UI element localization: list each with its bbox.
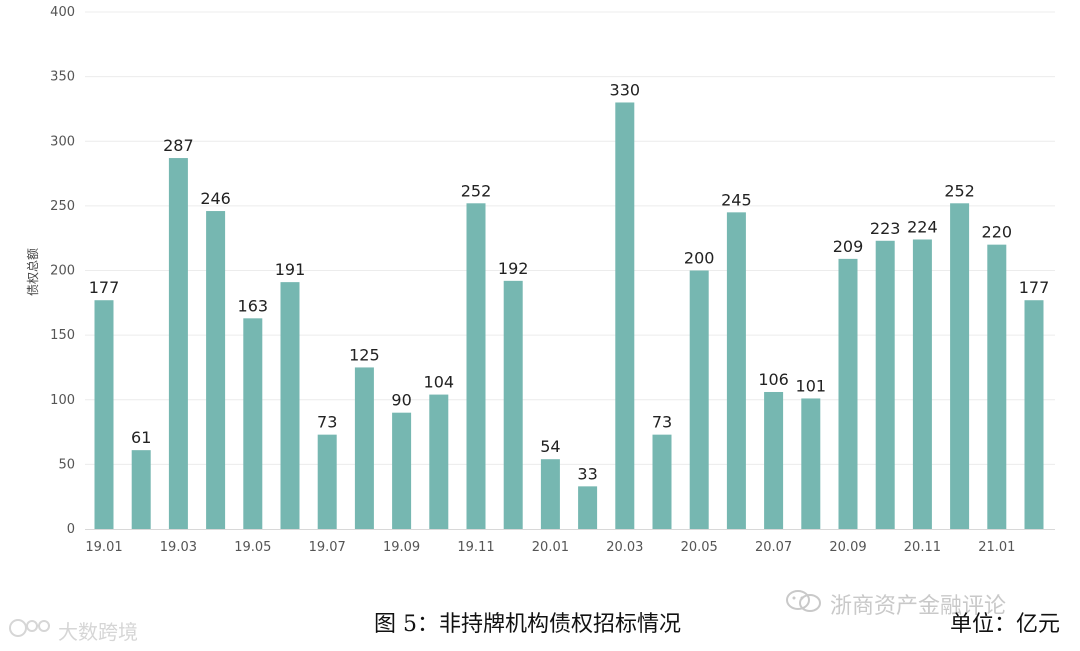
bar (689, 270, 709, 529)
x-tick-label: 19.03 (160, 540, 197, 555)
y-tick-label: 400 (50, 5, 75, 20)
bar (801, 398, 821, 529)
x-tick-label: 19.09 (383, 540, 420, 555)
y-axis-ticks: 0 50 100 150 200 250 300 350 400 (50, 5, 75, 537)
x-tick-label: 19.05 (234, 540, 271, 555)
bar (578, 486, 598, 529)
x-tick-label: 19.11 (457, 540, 494, 555)
bars (94, 102, 1044, 530)
data-label: 177 (1019, 278, 1050, 297)
data-label: 61 (131, 428, 151, 447)
figure-caption: 图 5：非持牌机构债权招标情况 (374, 612, 681, 637)
data-label: 252 (944, 181, 975, 200)
y-axis-label: 债权总额 (26, 248, 40, 296)
bar (131, 450, 151, 529)
logo-icon (8, 616, 52, 645)
data-label: 200 (684, 249, 715, 268)
bar (912, 239, 932, 530)
data-label: 246 (200, 189, 231, 208)
bar (652, 434, 672, 529)
data-label: 192 (498, 259, 529, 278)
bar (503, 280, 523, 529)
bar (838, 258, 858, 529)
x-tick-label: 20.01 (532, 540, 569, 555)
data-label: 104 (424, 373, 455, 392)
bar (392, 412, 412, 529)
watermark-right-text: 浙商资产金融评论 (830, 594, 1007, 619)
x-tick-label: 20.09 (829, 540, 866, 555)
x-tick-label: 19.01 (85, 540, 122, 555)
bar-chart: 0 50 100 150 200 250 300 350 400 债权总额 177 61 287 24… (26, 5, 1055, 555)
bar (466, 203, 486, 530)
bar (243, 318, 263, 529)
bar (317, 434, 337, 529)
data-label: 330 (610, 80, 641, 99)
watermark-left: 大数跨境 (8, 616, 138, 645)
y-tick-label: 100 (50, 393, 75, 408)
data-labels: 177 61 287 246 163 191 73 125 90 104 252 192 54 33 330… (89, 80, 1050, 483)
data-label: 90 (391, 391, 411, 410)
y-tick-label: 0 (67, 522, 75, 537)
bar (764, 391, 784, 529)
bar (280, 282, 300, 529)
data-label: 209 (833, 237, 864, 256)
bar (950, 203, 970, 530)
data-label: 106 (758, 370, 789, 389)
wechat-icon (784, 588, 824, 620)
data-label: 287 (163, 136, 194, 155)
y-tick-label: 300 (50, 134, 75, 149)
y-tick-label: 250 (50, 199, 75, 214)
gridlines (85, 11, 1055, 530)
bar (875, 240, 895, 529)
bar (726, 212, 746, 529)
y-tick-label: 200 (50, 264, 75, 279)
bar (354, 367, 374, 529)
x-tick-label: 20.11 (904, 540, 941, 555)
data-label: 252 (461, 181, 492, 200)
data-label: 125 (349, 345, 380, 364)
x-tick-label: 20.03 (606, 540, 643, 555)
bar (540, 459, 560, 529)
bar (168, 158, 188, 530)
x-tick-label: 21.01 (978, 540, 1015, 555)
data-label: 73 (652, 413, 672, 432)
y-tick-label: 350 (50, 70, 75, 85)
x-tick-label: 20.05 (681, 540, 718, 555)
data-label: 191 (275, 260, 306, 279)
bar (987, 244, 1007, 529)
watermark-right: 浙商资产金融评论 (784, 588, 1006, 620)
watermark-left-text: 大数跨境 (58, 620, 138, 644)
unit-label: 单位：亿元 (949, 612, 1060, 637)
data-label: 54 (540, 437, 560, 456)
data-label: 101 (796, 376, 827, 395)
data-label: 177 (89, 278, 120, 297)
bar (615, 102, 635, 529)
data-label: 224 (907, 217, 938, 236)
bar (94, 300, 114, 529)
bar (1024, 300, 1044, 529)
x-tick-label: 20.07 (755, 540, 792, 555)
data-label: 163 (238, 296, 269, 315)
data-label: 245 (721, 190, 752, 209)
data-label: 73 (317, 413, 337, 432)
bar (429, 394, 449, 529)
x-tick-label: 19.07 (309, 540, 346, 555)
data-label: 33 (577, 464, 597, 483)
x-axis-ticks: 19.01 19.03 19.05 19.07 19.09 19.11 20.01 20.03… (85, 540, 1015, 555)
data-label: 220 (982, 223, 1013, 242)
data-label: 223 (870, 219, 901, 238)
bar (206, 211, 226, 530)
y-tick-label: 150 (50, 328, 75, 343)
y-tick-label: 50 (58, 457, 75, 472)
